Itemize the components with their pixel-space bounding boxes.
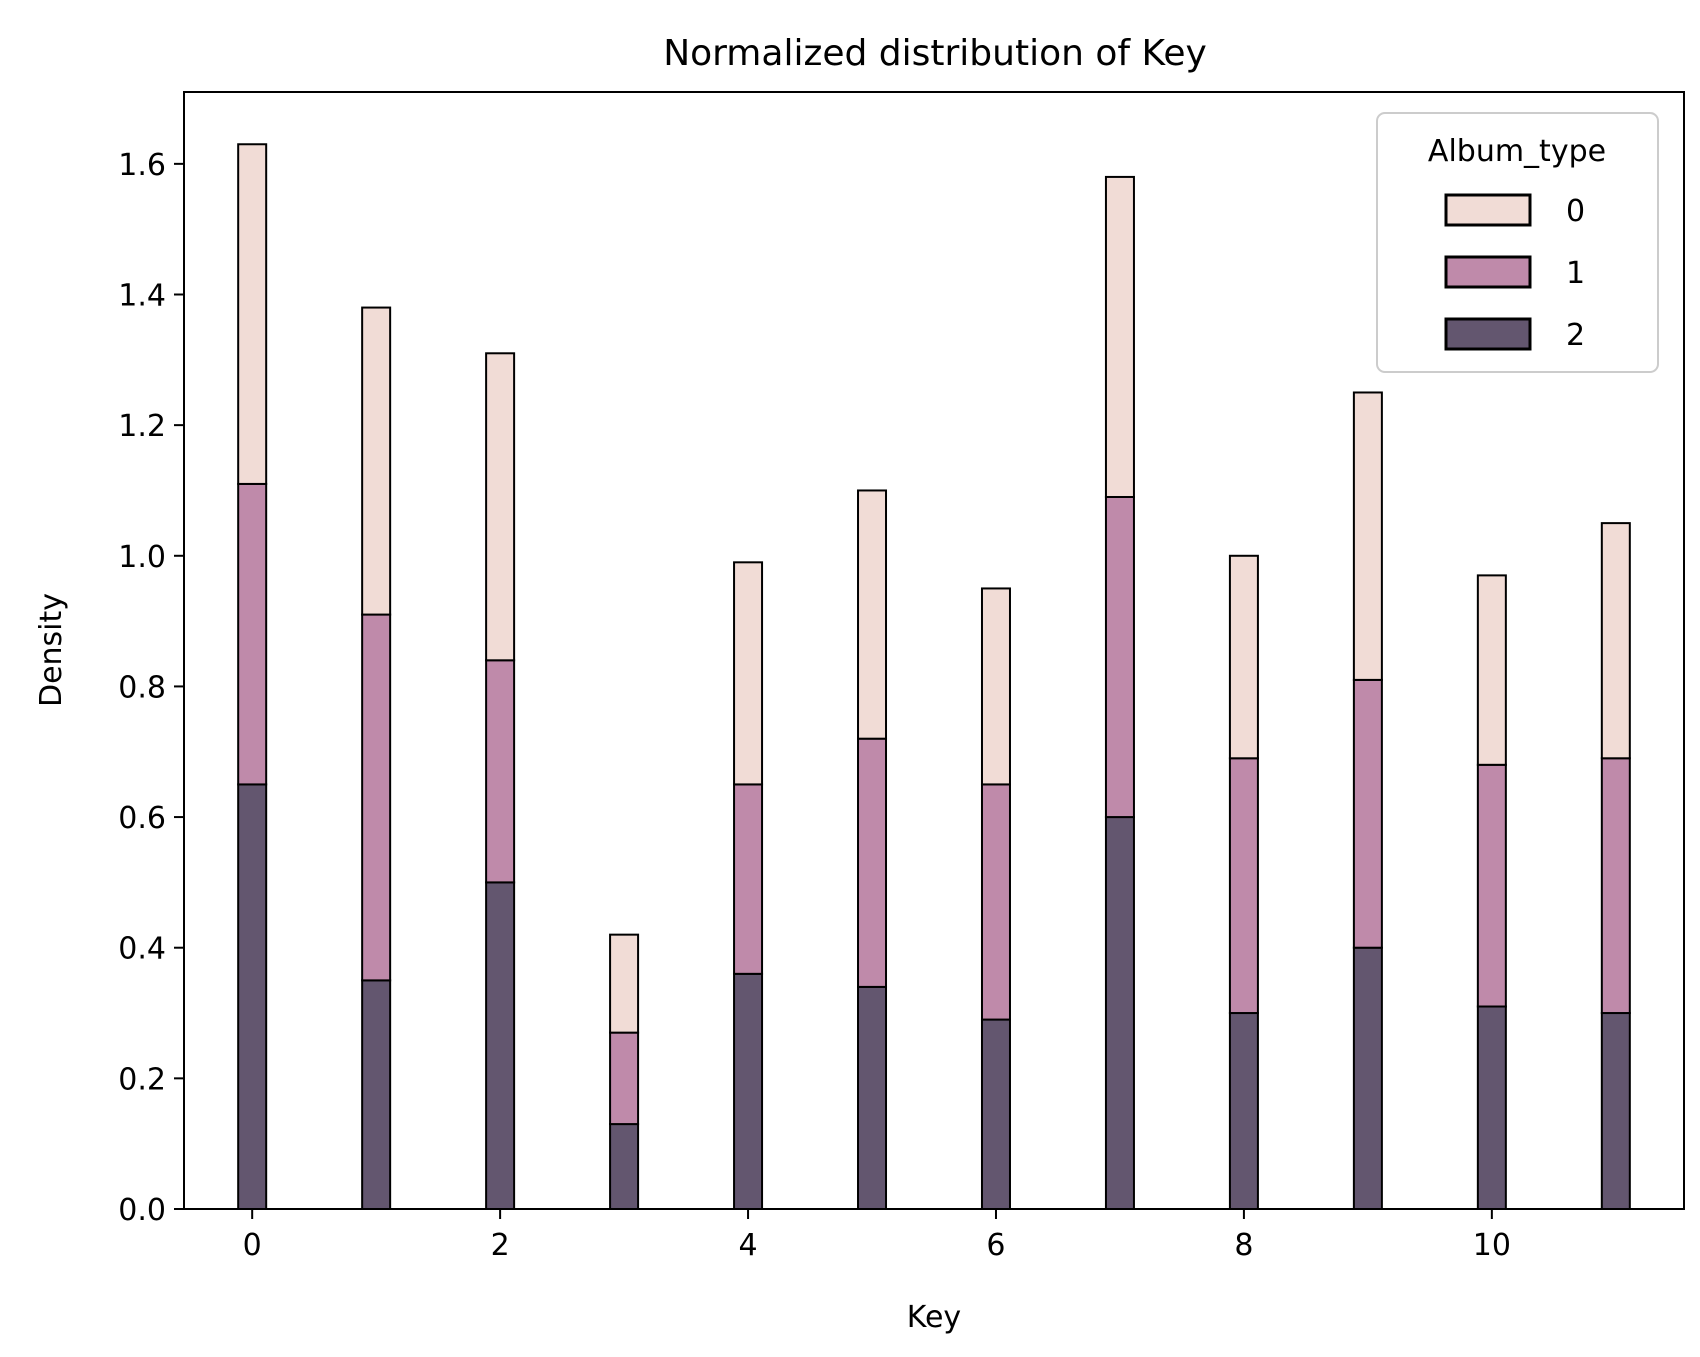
plot-frame — [183, 91, 1685, 1210]
bar-key-10-type-2 — [1476, 1005, 1507, 1210]
bar-key-3-type-2 — [609, 1123, 640, 1211]
bar-key-11-type-1 — [1600, 757, 1631, 1015]
x-tick-label: 8 — [1234, 1228, 1253, 1263]
legend-label-1: 1 — [1566, 256, 1585, 291]
bar-key-1-type-1 — [361, 613, 392, 982]
y-tick-label: 0.6 — [118, 801, 166, 836]
legend-label-0: 0 — [1566, 194, 1585, 229]
x-axis-ticks: 0 2 4 6 8 10 — [243, 1209, 1511, 1263]
bar-key-11-type-0 — [1600, 522, 1631, 760]
bar-key-4-type-1 — [733, 783, 764, 975]
legend-frame — [1376, 112, 1659, 373]
bar-key-6-type-2 — [980, 1018, 1011, 1211]
y-axis-ticks: 0.0 0.2 0.4 0.6 0.8 1.0 1.2 1.4 1.6 — [118, 148, 184, 1228]
legend-swatch-0 — [1444, 193, 1532, 227]
y-tick-label: 0.8 — [118, 670, 166, 705]
y-tick-label: 1.6 — [118, 148, 166, 183]
bar-key-7-type-0 — [1104, 175, 1135, 498]
bar-key-4-type-2 — [733, 972, 764, 1210]
bar-key-3-type-1 — [609, 1031, 640, 1126]
bar-key-8-type-2 — [1228, 1012, 1259, 1210]
bar-key-1-type-2 — [361, 979, 392, 1210]
bar-key-8-type-1 — [1228, 757, 1259, 1015]
bar-key-10-type-0 — [1476, 574, 1507, 766]
bar-key-9-type-2 — [1352, 946, 1383, 1210]
bar-key-2-type-2 — [485, 881, 516, 1210]
y-tick-label: 1.2 — [118, 409, 166, 444]
y-tick-label: 1.4 — [118, 278, 166, 313]
bar-key-1-type-0 — [361, 306, 392, 616]
bar-key-6-type-1 — [980, 783, 1011, 1021]
y-tick-label: 0.4 — [118, 932, 166, 967]
bar-key-0-type-2 — [237, 783, 268, 1210]
y-axis-label: Density — [34, 593, 69, 707]
x-tick-label: 10 — [1473, 1228, 1511, 1263]
bars — [237, 143, 1631, 1211]
bar-key-2-type-0 — [485, 352, 516, 662]
bar-key-9-type-0 — [1352, 391, 1383, 681]
bar-key-7-type-2 — [1104, 816, 1135, 1210]
bar-key-6-type-0 — [980, 587, 1011, 786]
legend: Album_type 0 1 2 — [1376, 112, 1659, 373]
bar-key-0-type-1 — [237, 482, 268, 786]
legend-swatch-1 — [1444, 255, 1532, 289]
bar-key-7-type-1 — [1104, 495, 1135, 819]
x-tick-label: 4 — [739, 1228, 758, 1263]
legend-swatch-2 — [1444, 317, 1532, 351]
x-tick-label: 6 — [986, 1228, 1005, 1263]
bar-key-3-type-0 — [609, 933, 640, 1034]
bar-key-0-type-0 — [237, 143, 268, 485]
x-axis-label: Key — [907, 1300, 961, 1335]
y-tick-label: 1.0 — [118, 540, 166, 575]
chart-title: Normalized distribution of Key — [663, 33, 1207, 74]
legend-title: Album_type — [1428, 134, 1606, 169]
bar-key-11-type-2 — [1600, 1012, 1631, 1210]
y-tick-label: 0.0 — [118, 1193, 166, 1228]
bar-key-2-type-1 — [485, 659, 516, 884]
bar-key-5-type-1 — [857, 737, 888, 988]
legend-label-2: 2 — [1566, 318, 1585, 353]
x-tick-label: 0 — [243, 1228, 262, 1263]
bar-key-8-type-0 — [1228, 554, 1259, 760]
bar-key-9-type-1 — [1352, 678, 1383, 949]
legend-items: 0 1 2 — [1444, 193, 1585, 353]
y-tick-label: 0.2 — [118, 1062, 166, 1097]
bar-key-10-type-1 — [1476, 763, 1507, 1008]
x-tick-label: 2 — [491, 1228, 510, 1263]
bar-key-5-type-0 — [857, 489, 888, 740]
bar-key-5-type-2 — [857, 985, 888, 1210]
bar-key-4-type-0 — [733, 561, 764, 786]
